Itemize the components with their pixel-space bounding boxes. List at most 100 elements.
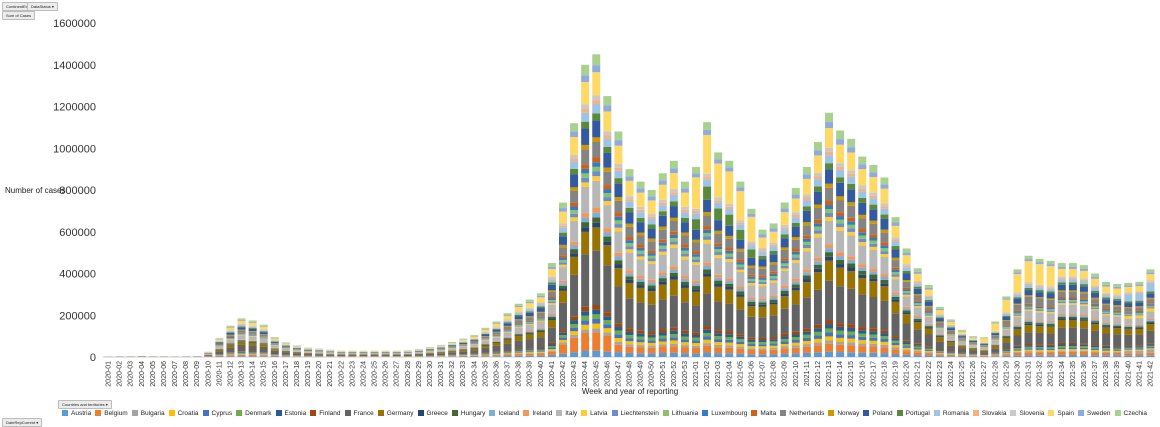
bar-segment-estonia [680, 333, 689, 337]
bar-segment-greece [1035, 324, 1044, 327]
bar-segment-portugal [1102, 297, 1111, 300]
bar-segment-malta [1046, 306, 1055, 308]
bar-segment-cyprus [891, 342, 900, 346]
bar-segment-czechia [614, 131, 623, 141]
bar-segment-finland [1135, 345, 1144, 347]
bar-segment-slovakia [1079, 279, 1088, 282]
bar-segment-slovenia [1013, 292, 1022, 294]
bar-segment-romania [747, 245, 756, 250]
bar-segment-croatia [791, 342, 800, 346]
bar-segment-malta [592, 157, 601, 163]
x-tick-label: 2020-47 [615, 361, 622, 387]
bar-segment-finland [692, 332, 700, 335]
bar-segment-belgium [581, 333, 590, 351]
x-tick-label: 2020-37 [505, 361, 512, 387]
bar-segment-sweden [680, 188, 689, 193]
bar-segment-portugal [847, 183, 856, 190]
bar-segment-france [647, 304, 656, 333]
bar-segment-austria [836, 352, 845, 357]
date-status-filter-button[interactable]: DataStatus ▾ [27, 2, 58, 11]
bar-segment-france [536, 337, 545, 348]
bar-segment-luxembourg [492, 334, 501, 336]
bar-segment-romania [669, 194, 678, 202]
bar-segment-latvia [547, 303, 556, 305]
bar-segment-bulgaria [1057, 350, 1066, 352]
bar-segment-germany [769, 304, 778, 316]
bar-segment-estonia [825, 324, 834, 329]
bar-segment-denmark [913, 346, 922, 349]
bar-segment-belgium [924, 353, 933, 356]
legend-label: Bulgaria [140, 409, 165, 417]
bar-segment-slovenia [559, 223, 567, 226]
bar-segment-hungary [581, 222, 590, 228]
bar-segment-greece [758, 304, 767, 307]
bar-segment-spain [714, 163, 723, 198]
bar-segment-hungary [858, 270, 867, 275]
bar-segment-latvia [559, 264, 567, 268]
bar-segment-denmark [714, 336, 723, 340]
bar-segment-romania [714, 202, 723, 209]
bar-segment-finland [725, 331, 734, 335]
bar-segment-norway [492, 331, 501, 333]
bar-segment-latvia [1024, 309, 1033, 311]
countries-filter-button[interactable]: Countries and territories ▾ [58, 400, 112, 409]
bar-segment-denmark [636, 336, 645, 340]
legend-swatch [662, 410, 669, 416]
bar-segment-poland [980, 343, 989, 345]
bar-segment-malta [714, 243, 723, 247]
bar-segment-germany [991, 345, 1000, 349]
bar-segment-cyprus [780, 341, 789, 344]
bar-segment-malta [880, 242, 889, 246]
bar-segment-croatia [1046, 350, 1055, 352]
x-tick-label: 2020-45 [593, 361, 600, 387]
bar-segment-netherlands [559, 247, 567, 256]
bar-segment-croatia [758, 346, 767, 349]
bar-segment-iceland [226, 343, 235, 344]
bar-segment-ireland [680, 276, 689, 279]
bar-segment-italy [403, 353, 412, 354]
bar-segment-germany [658, 284, 667, 300]
bar-segment-slovenia [780, 224, 789, 228]
bar-segment-liechtenstein [514, 325, 523, 327]
bar-segment-bulgaria [1035, 351, 1044, 353]
bar-segment-spain [1024, 261, 1033, 283]
bar-segment-portugal [902, 270, 911, 274]
bar-segment-lithuania [1068, 300, 1077, 302]
bar-segment-romania [559, 227, 567, 233]
bar-segment-slovenia [902, 264, 911, 266]
bar-segment-italy [1146, 311, 1155, 319]
bar-segment-iceland [858, 267, 867, 271]
bar-segment-czechia [869, 164, 878, 173]
bar-segment-denmark [813, 331, 822, 336]
bar-segment-romania [692, 213, 700, 220]
bar-segment-netherlands [1135, 307, 1144, 311]
bar-segment-latvia [802, 248, 811, 252]
bar-segment-estonia [991, 352, 1000, 354]
bar-segment-romania [725, 209, 734, 215]
bar-segment-finland [924, 346, 933, 348]
bar-segment-portugal [559, 232, 567, 237]
bar-segment-bulgaria [658, 344, 667, 348]
bar-segment-france [1079, 328, 1088, 344]
bar-segment-belgium [215, 355, 224, 357]
bar-segment-france [825, 280, 834, 321]
bar-segment-greece [869, 278, 878, 282]
bar-segment-luxembourg [559, 257, 567, 260]
bar-segment-sweden [470, 335, 479, 337]
bar-segment-estonia [1079, 344, 1088, 347]
bar-segment-belgium [891, 349, 900, 354]
bar-segment-france [315, 354, 324, 356]
y-axis-label: Number of cases [5, 186, 65, 195]
bar-segment-cyprus [747, 344, 756, 347]
bar-segment-denmark [791, 337, 800, 340]
bar-segment-germany [381, 354, 390, 356]
bar-segment-iceland [603, 232, 612, 237]
bar-segment-poland [215, 342, 224, 344]
bar-segment-bulgaria [847, 342, 856, 346]
bar-segment-estonia [758, 340, 767, 343]
bar-segment-denmark [658, 335, 667, 339]
sum-of-cases-field-button[interactable]: Sum of Cases [2, 11, 36, 20]
bar-segment-netherlands [847, 205, 856, 218]
bar-segment-bulgaria [525, 353, 534, 354]
bar-segment-slovakia [1035, 286, 1044, 288]
